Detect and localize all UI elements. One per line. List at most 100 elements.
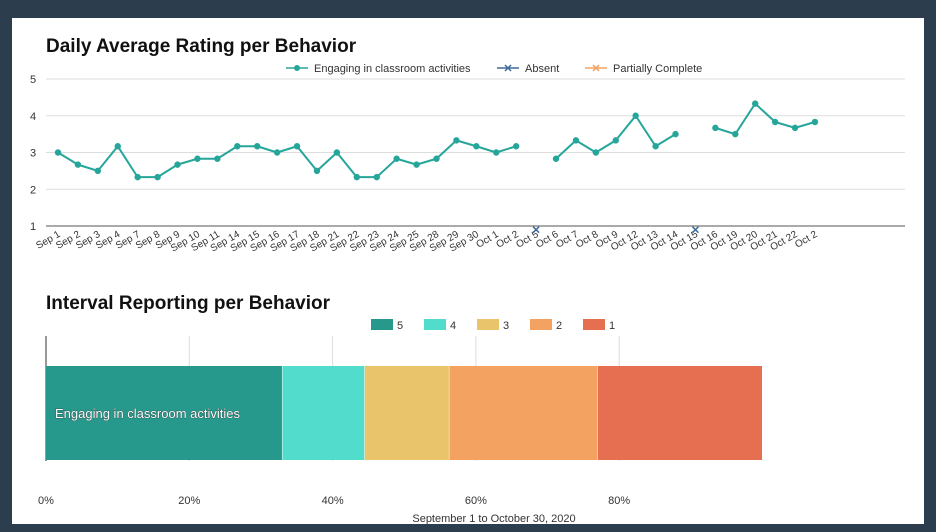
series-line-segment xyxy=(316,151,338,172)
bar-x-axis-title: September 1 to October 30, 2020 xyxy=(412,513,575,524)
series-line-segment xyxy=(57,151,79,166)
series-line-segment xyxy=(77,163,99,172)
data-point xyxy=(712,124,719,132)
data-point xyxy=(791,124,799,132)
legend-label: 2 xyxy=(556,320,562,332)
line-chart-y-axis: 1 2 3 4 5 xyxy=(30,74,36,233)
data-point xyxy=(512,143,520,150)
series-line-segment xyxy=(476,145,497,154)
data-point xyxy=(114,143,121,150)
data-point xyxy=(174,161,181,168)
series-line-segment xyxy=(456,139,477,148)
legend-label: Engaging in classroom activities xyxy=(314,63,471,75)
y-tick-label: 3 xyxy=(30,148,36,160)
series-line-segment xyxy=(376,158,398,178)
series-line-segment xyxy=(595,139,617,154)
data-point xyxy=(333,149,341,156)
data-point xyxy=(214,155,221,162)
legend-label: 4 xyxy=(450,320,456,332)
series-line-segment xyxy=(754,102,776,123)
bar-chart-legend[interactable]: 5 4 3 2 1 xyxy=(371,319,615,332)
data-point xyxy=(493,149,500,156)
series-line-segment xyxy=(97,145,119,172)
legend-label: Absent xyxy=(525,63,559,75)
series-line-segment xyxy=(734,103,757,135)
data-point xyxy=(732,130,739,138)
data-point xyxy=(433,155,440,162)
y-tick-label: 5 xyxy=(30,74,36,86)
series-line-segment xyxy=(715,126,736,136)
legend-label: 5 xyxy=(397,320,403,332)
series-line-segment xyxy=(435,139,458,160)
data-point xyxy=(194,155,201,162)
series-line-segment xyxy=(177,157,198,166)
series-line-segment xyxy=(296,145,318,172)
data-point xyxy=(612,137,619,144)
series-line-segment xyxy=(216,145,238,160)
x-tick-label: 40% xyxy=(322,495,344,507)
series-line-segment xyxy=(655,133,677,148)
bar-chart-title: Interval Reporting per Behavior xyxy=(46,293,331,314)
y-tick-label: 4 xyxy=(30,111,36,123)
bar-chart-segments xyxy=(46,366,762,460)
series-line-segment xyxy=(416,157,437,166)
bar-segment-1 xyxy=(597,366,762,460)
x-tick-label: 80% xyxy=(608,495,630,507)
series-line-segment xyxy=(614,115,637,142)
legend-swatch xyxy=(530,319,552,330)
data-point xyxy=(293,143,301,150)
bar-segment-3 xyxy=(364,366,449,460)
data-point xyxy=(254,143,261,150)
data-point xyxy=(273,149,281,156)
data-point xyxy=(652,143,659,150)
line-chart-title: Daily Average Rating per Behavior xyxy=(46,36,357,57)
x-tick-label: 60% xyxy=(465,495,487,507)
data-point-x xyxy=(532,226,540,234)
data-point xyxy=(632,112,639,119)
data-point xyxy=(373,173,380,181)
x-tick-label: 0% xyxy=(38,495,54,507)
bar-segment-4 xyxy=(282,366,365,460)
bar-chart-labels: 0% 20% 40% 60% 80% Engaging in classroom acti… xyxy=(38,406,630,524)
data-point xyxy=(473,143,480,150)
series-line-segment xyxy=(276,145,298,154)
series-line-segment xyxy=(116,145,139,178)
bar-category-label: Engaging in classroom activities xyxy=(55,406,240,421)
data-point xyxy=(134,173,141,181)
y-tick-label: 1 xyxy=(30,221,36,233)
series-line-segment xyxy=(336,151,358,178)
data-point xyxy=(94,167,102,175)
series-line-segment xyxy=(774,121,796,129)
bar-segment-2 xyxy=(449,366,598,460)
data-point xyxy=(74,161,82,168)
series-line-segment xyxy=(396,157,417,166)
data-point-x xyxy=(691,226,699,234)
bar-chart-gridlines xyxy=(45,336,620,461)
series-line-segment xyxy=(495,145,517,154)
legend-label: Partially Complete xyxy=(613,63,702,75)
data-point xyxy=(592,149,600,156)
series-line-segment xyxy=(794,121,816,129)
data-point xyxy=(54,149,62,156)
data-point xyxy=(313,167,321,175)
series-line-segment xyxy=(555,139,577,160)
legend-swatch xyxy=(583,319,605,330)
data-point xyxy=(154,173,161,181)
legend-marker xyxy=(592,64,600,72)
data-point xyxy=(552,155,560,162)
legend-swatch xyxy=(424,319,446,330)
data-point xyxy=(353,173,360,181)
line-chart-gridlines xyxy=(46,78,905,227)
legend-swatch xyxy=(371,319,393,330)
data-point xyxy=(811,118,819,126)
line-chart-legend[interactable]: Engaging in classroom activities Absent Pa… xyxy=(286,63,702,75)
legend-label: 3 xyxy=(503,320,509,332)
legend-marker xyxy=(294,65,300,71)
data-point xyxy=(752,100,759,107)
series-line-segment xyxy=(575,139,597,154)
data-point xyxy=(771,118,779,126)
series-line-segment xyxy=(634,115,657,147)
bar-segment-5 xyxy=(46,366,282,460)
